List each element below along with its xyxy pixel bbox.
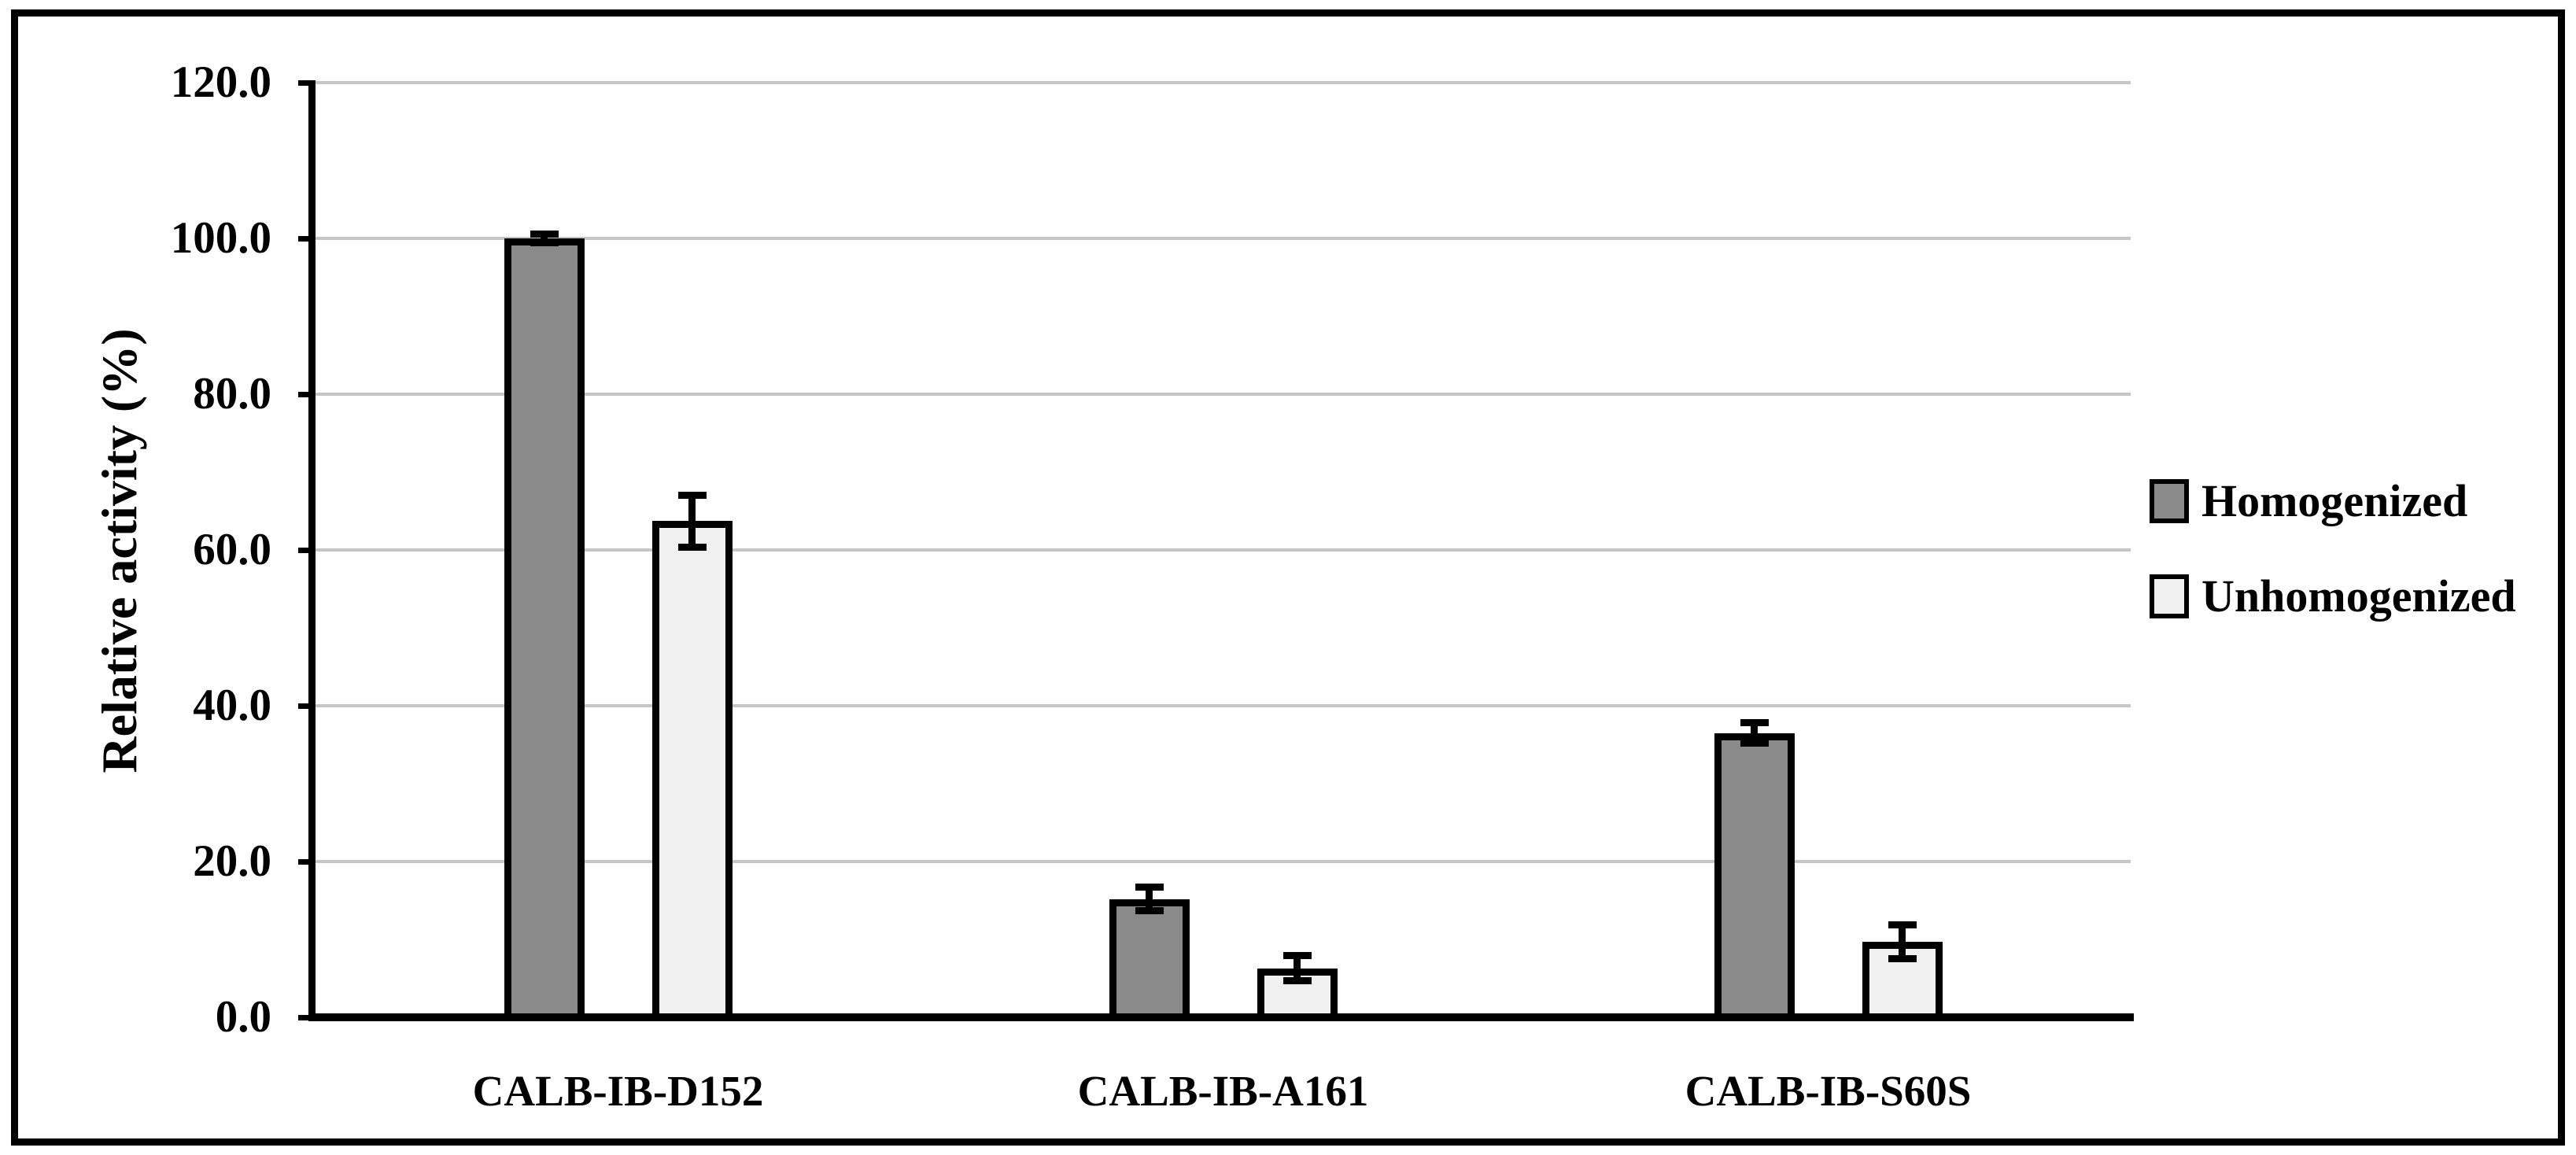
error-bar-cap [530, 230, 559, 238]
legend-label-unhomogenized: Unhomogenized [2201, 570, 2516, 622]
y-axis-tick [298, 1014, 316, 1020]
error-bar-line [1146, 887, 1153, 911]
error-bar-line [1294, 955, 1301, 981]
y-axis-line [308, 81, 316, 1021]
error-bar-line [688, 495, 696, 548]
y-axis-tick [298, 858, 316, 865]
x-axis-label-CALB-IB-S60S: CALB-IB-S60S [1685, 1067, 1972, 1115]
bar-homogenized-CALB-IB-S60S [1714, 732, 1795, 1020]
error-bar-line [1899, 924, 1906, 959]
gridline [316, 81, 2131, 84]
x-axis-line [308, 1013, 2134, 1021]
y-axis-tick [298, 391, 316, 397]
gridline [316, 860, 2131, 863]
y-tick-label: 80.0 [193, 369, 271, 419]
y-tick-label: 60.0 [193, 525, 271, 574]
y-tick-label: 100.0 [170, 213, 271, 263]
error-bar-cap [1888, 955, 1917, 963]
y-axis-title: Relative activity (%) [91, 328, 147, 773]
error-bar-cap [1135, 906, 1164, 914]
error-bar-cap [1282, 952, 1312, 960]
bar-homogenized-CALB-IB-A161 [1109, 899, 1190, 1020]
error-bar-cap [1740, 719, 1769, 727]
legend-entry-unhomogenized: Unhomogenized [2150, 569, 2516, 624]
error-bar-cap [1135, 884, 1164, 891]
gridline [316, 704, 2131, 707]
y-tick-label: 40.0 [193, 681, 271, 730]
error-bar-cap [530, 239, 559, 247]
y-tick-label: 0.0 [215, 992, 271, 1042]
error-bar-cap [1740, 740, 1769, 747]
x-axis-label-CALB-IB-A161: CALB-IB-A161 [1077, 1067, 1369, 1115]
legend-label-homogenized: Homogenized [2201, 475, 2468, 526]
error-bar-line [541, 234, 548, 243]
y-tick-label: 120.0 [170, 57, 271, 107]
legend-entry-homogenized: Homogenized [2150, 474, 2467, 529]
gridline [316, 393, 2131, 396]
error-bar-cap [677, 543, 707, 551]
x-axis-label-CALB-IB-D152: CALB-IB-D152 [472, 1067, 764, 1115]
y-axis-tick [298, 703, 316, 709]
gridline [316, 548, 2131, 552]
error-bar-cap [1282, 976, 1312, 984]
legend-swatch-homogenized [2150, 479, 2189, 523]
y-axis-tick [298, 235, 316, 242]
error-bar-cap [1888, 921, 1917, 928]
legend-swatch-unhomogenized [2150, 574, 2189, 618]
bar-unhomogenized-CALB-IB-D152 [651, 521, 733, 1020]
gridline [316, 237, 2131, 240]
bar-homogenized-CALB-IB-D152 [504, 238, 585, 1020]
y-axis-tick [298, 547, 316, 553]
y-axis-tick [298, 79, 316, 86]
y-tick-label: 20.0 [193, 836, 271, 886]
error-bar-cap [677, 492, 707, 500]
error-bar-line [1751, 722, 1758, 744]
